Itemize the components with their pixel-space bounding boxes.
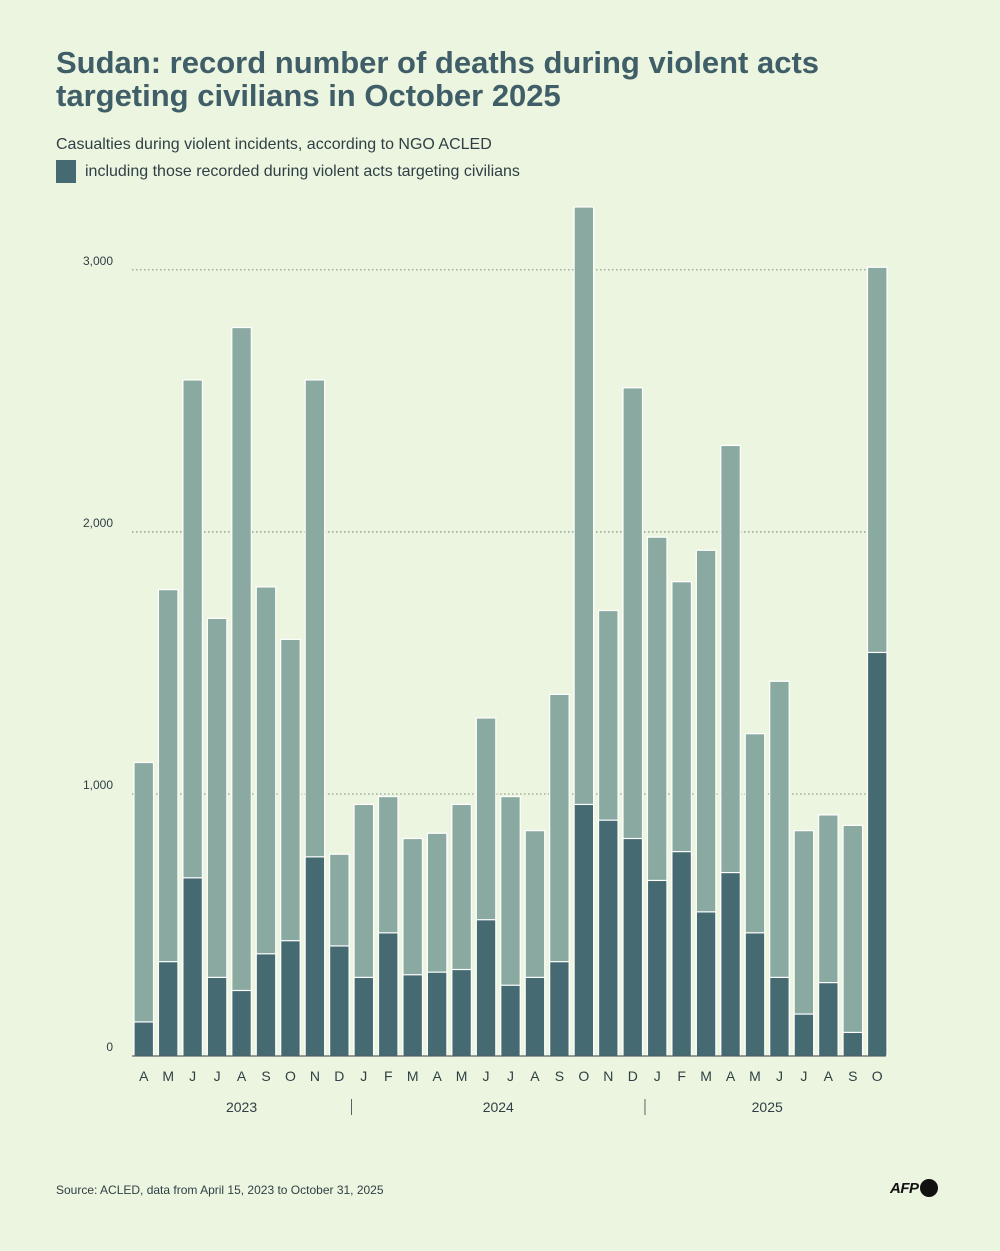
x-tick-label: A: [432, 1068, 442, 1084]
bar-civilian: [377, 932, 399, 1057]
bar-civilian: [793, 1013, 815, 1057]
bar-civilian: [817, 982, 839, 1057]
x-tick-label: F: [677, 1068, 686, 1084]
x-tick-label: J: [214, 1068, 221, 1084]
x-tick-label: D: [628, 1068, 638, 1084]
afp-logo: AFP: [890, 1179, 938, 1197]
y-tick-label: 2,000: [83, 516, 113, 530]
bar-civilian: [842, 1031, 864, 1057]
bar-civilian: [206, 976, 228, 1057]
bar-civilian: [304, 856, 326, 1057]
bar-total: [133, 761, 155, 1057]
x-tick-label: J: [776, 1068, 783, 1084]
legend: including those recorded during violent …: [56, 160, 520, 183]
x-tick-label: M: [700, 1068, 712, 1084]
bar-civilian: [744, 932, 766, 1057]
year-label: 2023: [226, 1099, 257, 1115]
x-tick-label: O: [578, 1068, 589, 1084]
x-tick-label: M: [407, 1068, 419, 1084]
bar-civilian: [475, 919, 497, 1057]
x-tick-label: M: [456, 1068, 468, 1084]
x-tick-label: A: [139, 1068, 149, 1084]
x-tick-label: J: [360, 1068, 367, 1084]
x-tick-label: S: [848, 1068, 857, 1084]
bar-civilian: [255, 953, 277, 1057]
bar-total: [842, 824, 864, 1057]
bar-civilian: [720, 871, 741, 1057]
bar-civilian: [549, 961, 570, 1057]
source-note: Source: ACLED, data from April 15, 2023 …: [56, 1183, 384, 1197]
bar-civilian: [329, 945, 350, 1057]
bar-civilian: [231, 989, 252, 1057]
bar-civilian: [157, 961, 179, 1057]
x-tick-label: A: [237, 1068, 247, 1084]
bar-civilian: [133, 1021, 155, 1057]
bar-civilian: [402, 974, 424, 1057]
x-tick-label: S: [555, 1068, 564, 1084]
y-tick-label: 3,000: [83, 254, 113, 268]
bar-civilian: [353, 976, 375, 1057]
legend-swatch: [56, 160, 76, 183]
x-tick-label: J: [483, 1068, 490, 1084]
x-tick-label: A: [530, 1068, 540, 1084]
bar-total: [231, 326, 252, 1057]
bar-civilian: [622, 837, 644, 1057]
x-tick-label: O: [872, 1068, 883, 1084]
bar-civilian: [646, 879, 668, 1057]
x-tick-label: J: [507, 1068, 514, 1084]
x-tick-label: A: [726, 1068, 736, 1084]
chart-title: Sudan: record number of deaths during vi…: [56, 45, 820, 113]
legend-label: including those recorded during violent …: [85, 162, 520, 180]
x-tick-label: N: [603, 1068, 613, 1084]
bar-civilian: [597, 819, 619, 1057]
y-tick-label: 0: [106, 1040, 113, 1054]
bar-civilian: [695, 911, 717, 1057]
afp-logo-dot: [919, 1179, 938, 1197]
year-label: 2025: [752, 1099, 783, 1115]
x-tick-label: J: [189, 1068, 196, 1084]
y-tick-label: 1,000: [83, 778, 113, 792]
x-tick-label: S: [261, 1068, 270, 1084]
x-tick-label: F: [384, 1068, 393, 1084]
x-tick-label: J: [800, 1068, 807, 1084]
bar-civilian: [426, 971, 448, 1057]
bar-civilian: [671, 851, 693, 1057]
bar-civilian: [866, 651, 888, 1057]
x-tick-label: A: [824, 1068, 834, 1084]
chart-subtitle: Casualties during violent incidents, acc…: [56, 136, 492, 153]
bar-civilian: [500, 984, 521, 1057]
year-label: 2024: [483, 1099, 514, 1115]
bar-civilian: [524, 976, 546, 1057]
x-tick-label: N: [310, 1068, 320, 1084]
bar-civilian: [280, 940, 301, 1057]
x-tick-label: O: [285, 1068, 296, 1084]
x-tick-label: J: [654, 1068, 661, 1084]
bar-civilian: [573, 803, 595, 1057]
x-tick-label: M: [749, 1068, 761, 1084]
afp-logo-text: AFP: [890, 1179, 919, 1197]
x-tick-label: D: [334, 1068, 344, 1084]
x-tick-label: M: [162, 1068, 174, 1084]
bar-civilian: [769, 976, 790, 1057]
bar-civilian: [451, 968, 472, 1057]
bar-civilian: [182, 877, 203, 1057]
